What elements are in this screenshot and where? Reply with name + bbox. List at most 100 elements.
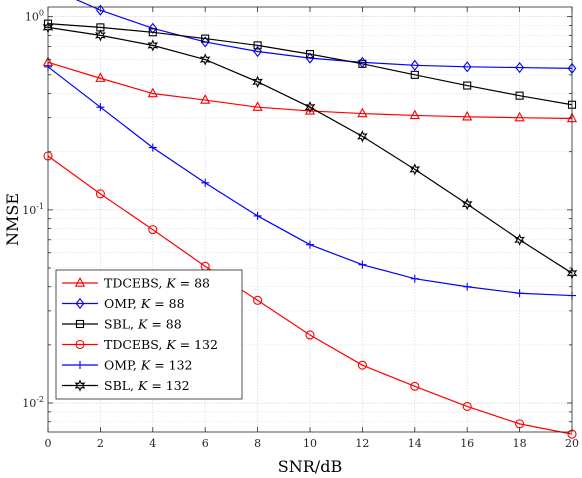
grid bbox=[47, 7, 573, 432]
data-point bbox=[357, 360, 367, 370]
data-point bbox=[304, 101, 316, 114]
data-point bbox=[252, 101, 263, 111]
data-point bbox=[95, 29, 106, 42]
legend-entry: TDCEBS, K = 88 bbox=[62, 276, 210, 291]
x-tick-label: 12 bbox=[355, 437, 369, 450]
data-point bbox=[461, 197, 473, 211]
legend-entry: SBL, K = 132 bbox=[62, 378, 190, 393]
data-point bbox=[462, 401, 472, 411]
data-point bbox=[148, 22, 158, 34]
data-point bbox=[147, 87, 158, 98]
data-point bbox=[409, 163, 421, 176]
legend-k: K bbox=[140, 358, 151, 373]
data-point bbox=[305, 52, 315, 64]
data-point bbox=[201, 34, 210, 43]
y-tick-label: 10-2 bbox=[22, 395, 44, 410]
legend-k: K bbox=[137, 317, 148, 332]
legend-marker bbox=[74, 379, 86, 392]
legend-marker bbox=[75, 319, 85, 329]
series-layer bbox=[42, 0, 578, 439]
legend-series-name: SBL, bbox=[104, 378, 138, 393]
data-point bbox=[463, 282, 472, 291]
x-tick-label: 20 bbox=[565, 437, 579, 450]
legend-series-name: SBL, bbox=[104, 317, 138, 332]
data-point bbox=[410, 381, 420, 391]
data-point bbox=[357, 130, 368, 143]
legend-label: SBL, K = 88 bbox=[104, 317, 182, 332]
legend-k-value: = 88 bbox=[176, 276, 210, 291]
data-point bbox=[96, 103, 105, 112]
legend-k-value: = 132 bbox=[176, 337, 218, 352]
series-5 bbox=[42, 21, 578, 280]
data-point bbox=[410, 70, 419, 79]
series-line bbox=[47, 26, 573, 274]
legend-label: OMP, K = 88 bbox=[104, 296, 185, 311]
series-3 bbox=[43, 151, 577, 439]
data-point bbox=[95, 72, 106, 82]
y-tick-label: 100 bbox=[25, 9, 44, 24]
legend-label: TDCEBS, K = 88 bbox=[104, 276, 210, 291]
legend-entry: OMP, K = 132 bbox=[62, 358, 193, 373]
legend-series-name: OMP, bbox=[104, 358, 141, 373]
series-line bbox=[47, 155, 573, 435]
legend-label: SBL, K = 132 bbox=[104, 378, 190, 393]
x-tick-label: 0 bbox=[45, 437, 52, 450]
data-point bbox=[514, 233, 525, 246]
legend-entry: OMP, K = 88 bbox=[62, 296, 185, 311]
data-point bbox=[358, 59, 367, 68]
legend-marker bbox=[76, 361, 84, 369]
x-tick-label: 4 bbox=[149, 437, 156, 450]
series-line bbox=[47, 23, 573, 106]
data-point bbox=[199, 53, 211, 66]
data-point bbox=[200, 94, 211, 104]
x-tick-label: 10 bbox=[303, 437, 317, 450]
data-point bbox=[410, 274, 419, 283]
data-point bbox=[148, 28, 157, 37]
y-tick-base: 10 bbox=[22, 397, 36, 410]
data-point bbox=[410, 59, 420, 71]
y-axis-label: NMSE bbox=[3, 193, 22, 246]
x-tick-label: 2 bbox=[97, 437, 104, 450]
y-tick-exp: -2 bbox=[36, 395, 44, 404]
data-point bbox=[147, 39, 159, 52]
legend-k-value: = 88 bbox=[150, 296, 184, 311]
data-point bbox=[305, 330, 315, 340]
data-point bbox=[253, 45, 262, 58]
data-point bbox=[253, 41, 262, 50]
legend-label: TDCEBS, K = 132 bbox=[104, 337, 218, 352]
data-point bbox=[409, 109, 420, 120]
data-point bbox=[515, 91, 524, 100]
data-point bbox=[306, 240, 314, 249]
data-point bbox=[462, 110, 473, 121]
legend-k: K bbox=[165, 337, 176, 352]
data-point bbox=[515, 289, 524, 298]
legend-marker bbox=[75, 339, 85, 350]
x-tick-label: 8 bbox=[254, 437, 261, 450]
legend-k: K bbox=[137, 378, 148, 393]
legend-series-name: OMP, bbox=[104, 296, 141, 311]
legend-k: K bbox=[140, 296, 151, 311]
legend-label: OMP, K = 132 bbox=[104, 358, 193, 373]
legend-k-value: = 132 bbox=[150, 358, 192, 373]
legend-series-name: TDCEBS, bbox=[104, 276, 166, 291]
data-point bbox=[358, 260, 367, 269]
legend-k: K bbox=[165, 276, 176, 291]
x-tick-label: 6 bbox=[202, 437, 209, 450]
data-point bbox=[253, 295, 263, 305]
legend-entry: TDCEBS, K = 132 bbox=[62, 337, 218, 352]
data-point bbox=[148, 225, 158, 235]
data-point bbox=[463, 81, 472, 90]
data-point bbox=[95, 189, 105, 199]
data-point bbox=[462, 61, 472, 73]
data-point bbox=[200, 36, 210, 48]
y-tick-exp: 0 bbox=[39, 9, 44, 18]
legend-marker bbox=[75, 297, 85, 310]
y-tick-base: 10 bbox=[22, 204, 36, 217]
x-tick-label: 14 bbox=[408, 437, 422, 450]
y-tick-exp: -1 bbox=[36, 202, 44, 211]
data-point bbox=[252, 75, 263, 88]
data-point bbox=[514, 111, 525, 122]
data-point bbox=[148, 143, 157, 152]
